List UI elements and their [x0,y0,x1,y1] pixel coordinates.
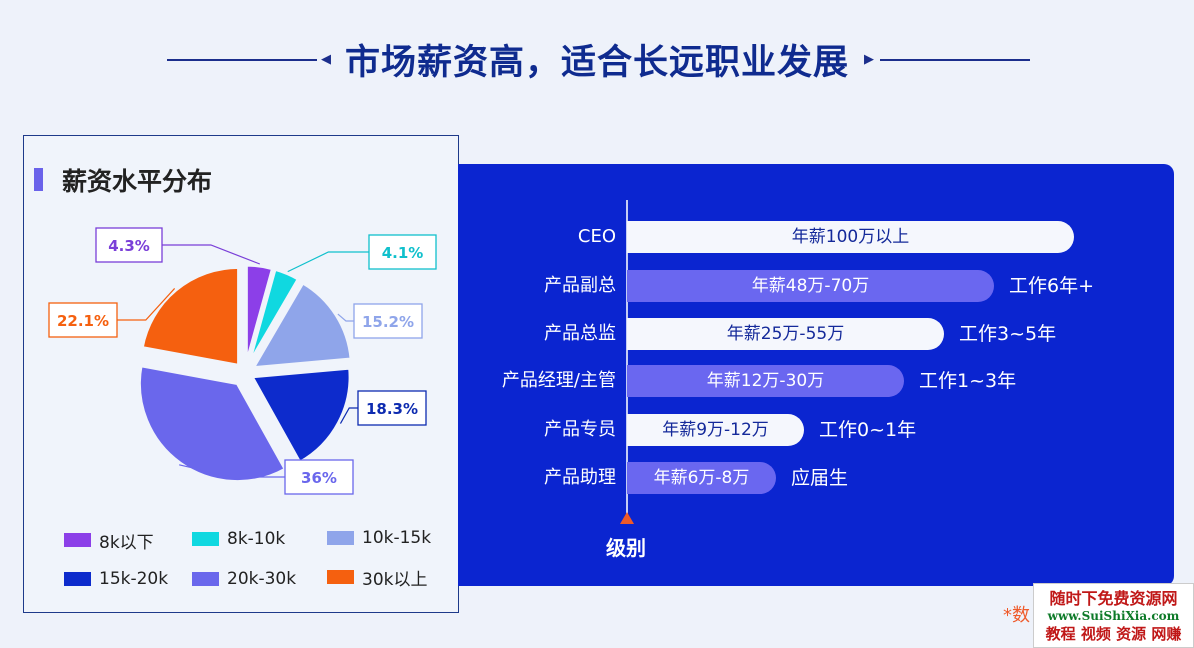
pie-chart: 4.3% 4.1% 15.2% 18.3% 36% 22.1% [48,227,437,495]
data-label-15k-20k: 18.3% [366,400,418,418]
legend-item: 8k-10k [192,528,285,550]
watermark-logo: 随时下免费资源网 www.SuiShiXia.com 教程 视频 资源 网赚 [1033,583,1194,648]
salary-distribution-panel: 薪资水平分布 4.3% 4.1% 15.2% 18.3% 36% 22.1% 8k以下 8k… [23,135,459,613]
legend-swatch [327,570,354,584]
data-label-10k-15k: 15.2% [362,313,414,331]
data-label-8k以下: 4.3% [108,237,150,255]
level-axis-line [626,200,628,516]
experience-label: 工作6年+ [1009,275,1095,297]
legend-item: 10k-15k [327,527,431,549]
leader-line-20k-30k [179,464,285,478]
experience-label: 工作1~3年 [919,370,1017,392]
salary-levels-panel: 级别 CEO 年薪100万以上产品副总 年薪48万-70万 工作6年+ 产品总监 年薪25… [458,164,1174,586]
salary-bar: 年薪9万-12万 [627,414,804,446]
pie-slice-20k-30k [137,364,288,484]
footnote: *数 [1003,605,1030,626]
legend-swatch [64,572,91,586]
left-triangle-icon: ◀ [321,52,331,67]
title-line-left [167,59,317,61]
salary-bar: 年薪6万-8万 [627,462,776,494]
title-line-right [880,59,1030,61]
level-label: 产品总监 [544,323,616,344]
legend-swatch [64,533,91,547]
experience-label: 应届生 [791,467,849,489]
level-label: CEO [577,226,616,247]
data-label-box-10k-15k [353,303,423,339]
data-label-30k以上: 22.1% [57,312,109,330]
panel-marker [34,168,43,191]
experience-label: 工作3~5年 [959,323,1057,345]
right-triangle-icon: ▶ [864,52,874,67]
watermark-line-3: 教程 视频 资源 网赚 [1045,625,1182,643]
legend-label: 30k以上 [362,569,428,590]
data-label-box-20k-30k [284,459,354,495]
pie-slice-10k-15k [250,280,353,370]
legend-item: 15k-20k [64,568,168,590]
level-label: 产品副总 [544,275,616,296]
level-label: 产品助理 [544,467,616,488]
legend-swatch [192,572,219,586]
legend-swatch [327,531,354,545]
legend-swatch [192,532,219,546]
salary-bar: 年薪100万以上 [627,221,1074,253]
leader-line-10k-15k [337,313,354,322]
pie-slice-8k以下 [244,263,275,364]
leader-line-30k以上 [117,288,176,321]
axis-label: 级别 [606,536,646,560]
data-label-20k-30k: 36% [301,469,337,487]
legend-item: 30k以上 [327,566,428,590]
up-triangle-icon [620,512,634,524]
level-label: 产品经理/主管 [501,370,616,391]
legend-label: 20k-30k [227,569,297,589]
data-label-box-8k以下 [95,227,163,263]
legend-label: 10k-15k [362,528,432,548]
experience-label: 工作0~1年 [819,419,917,441]
leader-line-8k以下 [162,244,261,265]
panel-title: 薪资水平分布 [62,167,213,196]
legend-label: 8k-10k [227,529,286,549]
leader-line-8k-10k [287,251,369,273]
level-label: 产品专员 [544,419,616,440]
pie-slice-30k以上 [140,265,241,368]
salary-bar: 年薪12万-30万 [627,365,904,397]
legend-item: 20k-30k [192,568,296,590]
legend-label: 15k-20k [99,569,169,589]
leader-line-15k-20k [339,407,358,424]
title-row: ◀ 市场薪资高，适合长远职业发展 ▶ [0,28,1194,88]
data-label-box-15k-20k [357,390,427,426]
watermark-line-2: www.SuiShiXia.com [1047,609,1180,623]
salary-bar: 年薪25万-55万 [627,318,944,350]
data-label-8k-10k: 4.1% [382,244,424,262]
salary-bar: 年薪48万-70万 [627,270,994,302]
watermark-line-1: 随时下免费资源网 [1049,589,1178,608]
legend-label: 8k以下 [99,532,154,553]
page-title: 市场薪资高，适合长远职业发展 [344,43,849,83]
pie-slice-15k-20k [249,366,352,465]
pie-slice-8k-10k [247,267,301,365]
legend-item: 8k以下 [64,529,154,553]
data-label-box-8k-10k [368,234,437,270]
data-label-box-30k以上 [48,302,118,338]
